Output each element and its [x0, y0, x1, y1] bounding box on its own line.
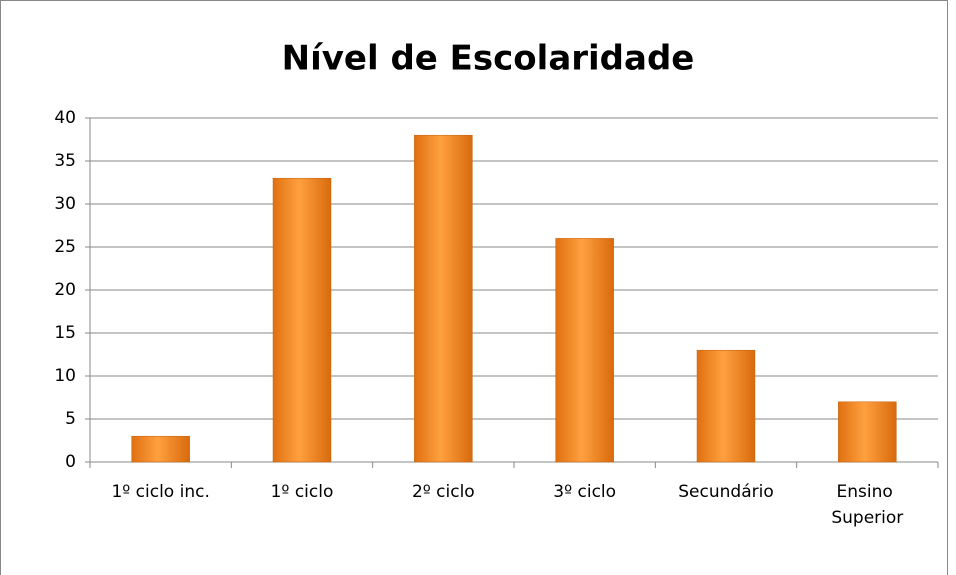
y-tick-label: 5	[65, 409, 76, 429]
x-tick-label: Secundário	[678, 482, 773, 502]
bar	[838, 401, 897, 463]
y-tick-label: 30	[54, 194, 76, 214]
y-tick-label: 10	[54, 366, 76, 386]
x-tick-label: 1º ciclo	[271, 482, 334, 502]
y-tick-label: 35	[54, 151, 76, 171]
bar	[555, 238, 614, 463]
y-tick-label: 15	[54, 323, 76, 343]
y-tick-label: 0	[65, 452, 76, 472]
x-tick-label: 1º ciclo inc.	[111, 482, 209, 502]
bar	[696, 349, 756, 463]
x-tick-label: 2º ciclo	[412, 482, 475, 502]
y-tick-label: 20	[54, 280, 76, 300]
bar	[414, 134, 473, 463]
y-tick-label: 25	[54, 237, 76, 257]
x-tick-label: 3º ciclo	[553, 482, 616, 502]
x-tick-label: Ensino Superior	[831, 482, 903, 528]
bar	[272, 177, 332, 463]
y-tick-label: 40	[54, 108, 76, 128]
chart-title: Nível de Escolaridade	[282, 39, 695, 79]
bar	[131, 435, 190, 463]
